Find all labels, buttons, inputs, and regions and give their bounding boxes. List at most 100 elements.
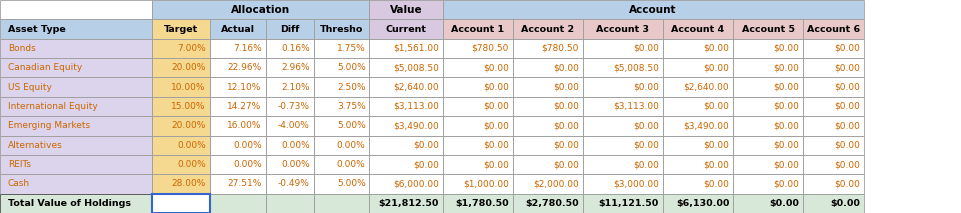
Text: $11,121.50: $11,121.50	[598, 199, 658, 208]
Bar	[369, 194, 442, 213]
Bar	[313, 174, 369, 194]
Text: 2.50%: 2.50%	[336, 83, 365, 92]
Text: $0.00: $0.00	[632, 44, 658, 53]
Bar	[313, 155, 369, 174]
Bar	[732, 135, 802, 155]
Bar	[152, 0, 369, 19]
Bar	[802, 155, 863, 174]
Bar	[209, 174, 265, 194]
Text: $0.00: $0.00	[833, 121, 859, 130]
Bar	[209, 39, 265, 58]
Bar	[512, 78, 582, 97]
Bar	[442, 58, 512, 78]
Text: $6,130.00: $6,130.00	[676, 199, 728, 208]
Bar	[152, 78, 209, 97]
Text: $0.00: $0.00	[553, 141, 579, 150]
Text: REITs: REITs	[8, 160, 31, 169]
Bar	[582, 97, 662, 116]
Text: International Equity: International Equity	[8, 102, 97, 111]
Text: 20.00%: 20.00%	[171, 63, 206, 72]
Bar	[442, 39, 512, 58]
Bar	[802, 174, 863, 194]
Bar	[442, 174, 512, 194]
Bar	[662, 135, 732, 155]
Bar	[732, 97, 802, 116]
Text: 0.00%: 0.00%	[281, 141, 309, 150]
Bar	[662, 78, 732, 97]
Text: 15.00%: 15.00%	[171, 102, 206, 111]
Bar	[802, 135, 863, 155]
Bar	[442, 135, 512, 155]
Bar	[0, 78, 152, 97]
Bar	[732, 155, 802, 174]
Text: -0.73%: -0.73%	[278, 102, 309, 111]
Text: $0.00: $0.00	[482, 121, 508, 130]
Bar	[313, 135, 369, 155]
Bar	[732, 78, 802, 97]
Text: $0.00: $0.00	[833, 160, 859, 169]
Text: $0.00: $0.00	[632, 160, 658, 169]
Bar	[662, 174, 732, 194]
Bar	[512, 58, 582, 78]
Bar	[582, 194, 662, 213]
Text: $2,000.00: $2,000.00	[532, 180, 579, 189]
Bar	[442, 194, 512, 213]
Bar	[582, 58, 662, 78]
Text: Canadian Equity: Canadian Equity	[8, 63, 82, 72]
Text: 0.00%: 0.00%	[233, 160, 261, 169]
Text: 12.10%: 12.10%	[227, 83, 261, 92]
Bar	[732, 19, 802, 39]
Bar	[369, 19, 442, 39]
Bar	[0, 97, 152, 116]
Bar	[265, 78, 313, 97]
Bar	[152, 39, 209, 58]
Bar	[512, 194, 582, 213]
Text: 1.75%: 1.75%	[336, 44, 365, 53]
Text: $0.00: $0.00	[773, 44, 799, 53]
Bar	[152, 135, 209, 155]
Text: Current: Current	[385, 24, 426, 33]
Bar	[209, 194, 265, 213]
Text: 5.00%: 5.00%	[336, 121, 365, 130]
Bar	[662, 97, 732, 116]
Text: $0.00: $0.00	[829, 199, 859, 208]
Bar	[512, 174, 582, 194]
Text: $0.00: $0.00	[482, 83, 508, 92]
Bar	[265, 116, 313, 135]
Text: -4.00%: -4.00%	[278, 121, 309, 130]
Bar	[265, 58, 313, 78]
Bar	[802, 97, 863, 116]
Bar	[662, 39, 732, 58]
Bar	[209, 19, 265, 39]
Bar	[0, 58, 152, 78]
Text: $3,113.00: $3,113.00	[612, 102, 658, 111]
Text: 7.16%: 7.16%	[233, 44, 261, 53]
Bar	[369, 116, 442, 135]
Text: $0.00: $0.00	[632, 121, 658, 130]
Text: $0.00: $0.00	[553, 121, 579, 130]
Bar	[369, 155, 442, 174]
Text: 0.00%: 0.00%	[177, 160, 206, 169]
Bar	[442, 78, 512, 97]
Bar	[802, 78, 863, 97]
Bar	[209, 116, 265, 135]
Bar	[313, 194, 369, 213]
Text: 0.00%: 0.00%	[281, 160, 309, 169]
Text: $6,000.00: $6,000.00	[392, 180, 438, 189]
Text: $0.00: $0.00	[553, 102, 579, 111]
Text: $5,008.50: $5,008.50	[392, 63, 438, 72]
Text: Account 3: Account 3	[596, 24, 649, 33]
Text: Target: Target	[163, 24, 198, 33]
Bar	[313, 116, 369, 135]
Bar	[152, 97, 209, 116]
Bar	[512, 19, 582, 39]
Bar	[209, 97, 265, 116]
Text: Bonds: Bonds	[8, 44, 36, 53]
Text: $780.50: $780.50	[541, 44, 579, 53]
Text: Diff: Diff	[280, 24, 299, 33]
Text: $2,780.50: $2,780.50	[525, 199, 579, 208]
Text: $0.00: $0.00	[833, 44, 859, 53]
Text: $0.00: $0.00	[412, 141, 438, 150]
Bar	[582, 174, 662, 194]
Bar	[265, 19, 313, 39]
